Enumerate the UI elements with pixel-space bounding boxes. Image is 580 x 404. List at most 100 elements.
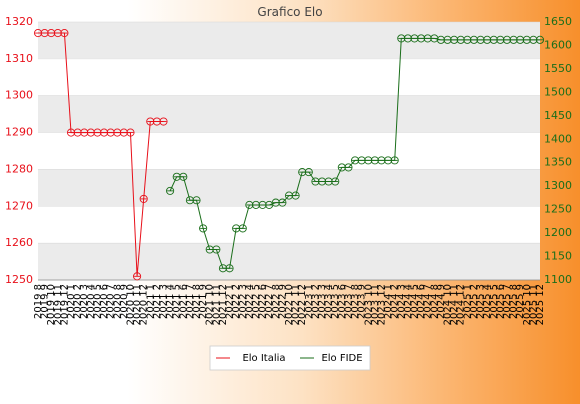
data-point-1 [311,177,320,186]
x-tick-label: 2025 7 [502,284,513,319]
x-tick-label: 2020 11 [132,284,143,325]
data-point-1 [489,35,498,44]
x-tick-label: 2020 3 [79,284,90,319]
data-point-1 [436,35,445,44]
x-tick-label: 2024 12 [456,284,467,325]
x-tick-label: 2022 12 [297,284,308,325]
data-point-0 [93,128,102,137]
data-point-1 [463,35,472,44]
data-point-1 [337,163,346,172]
data-point-1 [370,156,379,165]
data-point-0 [139,194,148,203]
series-points [33,29,545,281]
x-tick-label: 2024 7 [423,284,434,319]
x-tick-label: 2020 7 [106,284,117,319]
x-tick-label: 2025 8 [509,284,520,319]
data-point-0 [80,128,89,137]
data-point-1 [496,35,505,44]
right-tick-label: 1600 [544,38,572,51]
left-tick-label: 1250 [5,273,33,286]
data-point-1 [251,200,261,209]
right-tick-label: 1150 [544,250,572,263]
x-tick-label: 2022 6 [258,284,269,319]
data-point-0 [113,128,122,137]
x-tick-label: 2022 3 [238,284,249,319]
data-point-0 [126,128,135,137]
x-tick-label: 2021 12 [218,284,229,325]
right-tick-label: 1350 [544,156,572,169]
legend-label-fide: Elo FIDE [321,353,362,364]
x-tick-label: 2023 6 [337,284,348,319]
data-point-1 [403,34,412,43]
x-tick-label: 2025 1 [462,284,473,319]
data-point-1 [483,35,492,44]
data-point-1 [384,156,393,165]
left-tick-label: 1300 [5,89,33,102]
x-tick-label: 2022 7 [264,284,275,319]
x-tick-label: 2019 12 [59,284,70,325]
right-tick-label: 1650 [544,15,572,28]
data-point-1 [271,198,280,207]
x-tick-label: 2023 9 [357,284,368,319]
right-tick-label: 1550 [544,62,572,75]
left-axis-ticks: 1250 1260 1270 1280 1290 1300 1310 1320 [5,15,33,286]
right-tick-label: 1100 [544,273,572,286]
x-tick-label: 2020 9 [119,284,130,319]
x-tick-label: 2022 8 [271,284,282,319]
x-tick-label: 2024 11 [449,284,460,325]
x-tick-label: 2020 4 [86,284,97,319]
data-point-1 [410,34,419,43]
x-tick-label: 2021 4 [165,284,176,319]
x-tick-label: 2021 6 [178,284,189,319]
data-point-1 [397,34,406,43]
right-tick-label: 1300 [544,179,572,192]
data-point-0 [146,117,155,126]
x-tick-label: 2021 8 [192,284,203,319]
data-point-1 [377,156,386,165]
data-point-1 [450,35,459,44]
data-point-1 [324,177,333,186]
x-tick-label: 2020 1 [66,284,77,319]
data-point-0 [73,128,82,137]
x-tick-label: 2024 6 [416,284,427,319]
plot-area [38,22,540,280]
right-tick-label: 1400 [544,132,572,145]
x-tick-label: 2023 11 [370,284,381,325]
x-tick-label: 2023 2 [310,284,321,319]
data-point-1 [357,156,366,165]
x-tick-label: 2019 9 [40,284,51,319]
x-tick-label: 2022 1 [225,284,236,319]
data-point-0 [86,128,95,137]
x-tick-label: 2023 5 [330,284,341,319]
x-tick-label: 2021 9 [198,284,209,319]
right-tick-label: 1450 [544,109,572,122]
data-point-1 [456,35,465,44]
x-tick-label: 2023 7 [343,284,354,319]
x-tick-label: 2023 12 [376,284,387,325]
x-tick-label: 2025 2 [469,284,480,319]
legend-item-italia[interactable]: Elo Italia [216,353,286,364]
x-tick-label: 2020 2 [73,284,84,319]
x-tick-label: 2021 10 [205,284,216,325]
data-point-1 [522,35,531,44]
data-point-0 [33,29,43,38]
x-tick-label: 2024 8 [429,284,440,319]
data-point-1 [232,224,241,233]
legend-box [209,345,371,371]
right-tick-label: 1200 [544,226,572,239]
x-tick-label: 2021 7 [185,284,196,319]
data-point-1 [218,264,227,273]
data-point-0 [66,128,76,137]
x-tick-label: 2020 8 [112,284,123,319]
x-tick-label: 2025 3 [476,284,487,319]
data-point-1 [535,35,545,44]
legend-item-fide[interactable]: Elo FIDE [300,353,363,364]
left-tick-label: 1290 [5,126,33,139]
data-point-1 [443,35,452,44]
x-tick-label: 2021 2 [152,284,163,319]
data-point-1 [245,200,254,209]
x-tick-label: 2023 4 [324,284,335,319]
data-point-0 [159,117,168,126]
